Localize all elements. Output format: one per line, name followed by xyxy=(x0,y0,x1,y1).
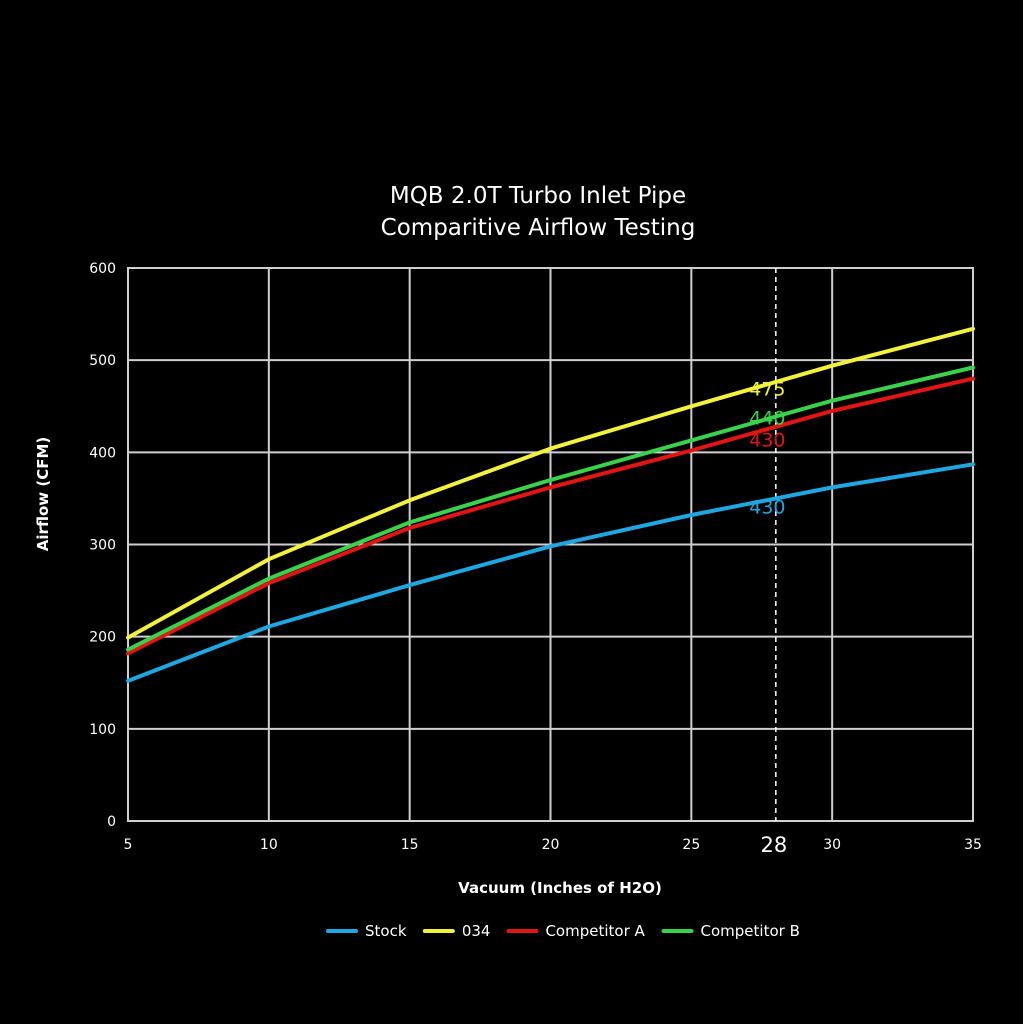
y-tick-label: 300 xyxy=(89,538,116,554)
marker-line-label: 28 xyxy=(760,833,787,857)
y-tick-label: 0 xyxy=(107,814,116,830)
value-annotation: 430 xyxy=(749,429,785,451)
y-tick-label: 100 xyxy=(89,722,116,738)
y-axis-label: Airflow (CFM) xyxy=(34,437,52,552)
chart-title-line-2: Comparitive Airflow Testing xyxy=(381,215,696,241)
x-tick-label: 25 xyxy=(682,837,700,853)
series-line-stock xyxy=(126,462,975,683)
legend-label-competitor-a: Competitor A xyxy=(545,922,645,940)
legend-label-competitor-b: Competitor B xyxy=(701,922,800,940)
x-axis-label: Vacuum (Inches of H2O) xyxy=(458,879,662,897)
y-tick-label: 200 xyxy=(89,630,116,646)
legend-label-034: 034 xyxy=(462,922,491,940)
value-annotation: 475 xyxy=(749,379,785,401)
y-tick-label: 400 xyxy=(89,445,116,461)
x-tick-label: 15 xyxy=(401,837,419,853)
x-tick-label: 20 xyxy=(542,837,560,853)
y-tick-label: 500 xyxy=(89,353,116,369)
x-tick-label: 30 xyxy=(823,837,841,853)
x-tick-label: 10 xyxy=(260,837,278,853)
series-line-034 xyxy=(126,326,975,640)
legend-label-stock: Stock xyxy=(365,922,407,940)
chart-title-line-1: MQB 2.0T Turbo Inlet Pipe xyxy=(390,183,686,209)
x-tick-label: 35 xyxy=(964,837,982,853)
series-line-competitor-a xyxy=(126,376,975,656)
y-tick-label: 600 xyxy=(89,261,116,277)
value-annotation: 440 xyxy=(749,407,785,429)
x-tick-label: 5 xyxy=(124,837,133,853)
series-line-competitor-b xyxy=(126,365,975,652)
value-annotation: 430 xyxy=(749,497,785,519)
